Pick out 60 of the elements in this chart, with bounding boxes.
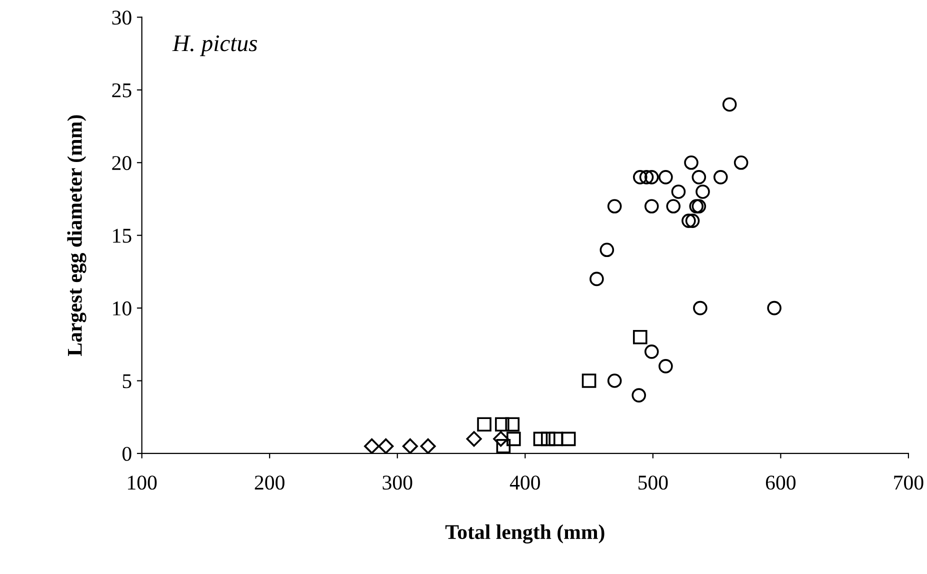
y-tick-label: 0 [122, 446, 132, 461]
point [533, 432, 548, 446]
point [402, 438, 418, 454]
point [632, 330, 648, 344]
y-tick-label: 25 [112, 83, 132, 98]
point [722, 97, 737, 112]
x-tick-label: 700 [894, 476, 924, 490]
point [590, 272, 604, 286]
point [494, 417, 510, 432]
point [685, 214, 700, 228]
point [477, 417, 492, 432]
point [644, 344, 659, 359]
point [696, 184, 710, 199]
point [582, 374, 596, 388]
point [671, 184, 686, 199]
point [496, 439, 511, 454]
y-tick-label: 30 [112, 10, 132, 25]
point [506, 432, 521, 446]
y-tick-label: 10 [113, 301, 132, 316]
point [540, 432, 556, 446]
point [548, 432, 563, 446]
x-axis-title: Total length (mm) [445, 524, 604, 544]
point [420, 438, 436, 454]
point [607, 199, 622, 214]
x-tick-label: 100 [128, 476, 157, 490]
x-tick-label: 400 [510, 476, 540, 490]
y-axis-title: Largest egg diameter (mm) [67, 115, 86, 356]
point [607, 374, 622, 388]
point [682, 214, 696, 228]
point [767, 300, 782, 316]
y-tick-label: 5 [122, 374, 132, 388]
point [378, 438, 394, 454]
x-tick-label: 500 [638, 476, 668, 490]
annotation: H. pictus [172, 35, 258, 56]
point [658, 359, 673, 374]
point [734, 155, 748, 170]
point [666, 199, 681, 214]
x-tick-label: 300 [382, 476, 412, 490]
point [644, 199, 659, 214]
point [693, 300, 708, 316]
x-tick-label: 600 [766, 476, 796, 490]
point [689, 199, 704, 214]
point [600, 242, 614, 258]
point [692, 199, 706, 214]
point [493, 431, 509, 447]
point [466, 431, 482, 447]
point [364, 438, 380, 454]
point [692, 170, 706, 184]
point [644, 170, 659, 184]
y-tick-label: 20 [112, 156, 132, 170]
x-tick-label: 200 [254, 476, 284, 490]
point [713, 170, 728, 184]
point [632, 170, 648, 184]
y-tick-label: 15 [113, 228, 132, 243]
point [561, 432, 576, 446]
point [684, 155, 698, 170]
point [632, 388, 646, 402]
point [639, 170, 654, 184]
point [658, 170, 673, 184]
point [505, 417, 520, 432]
